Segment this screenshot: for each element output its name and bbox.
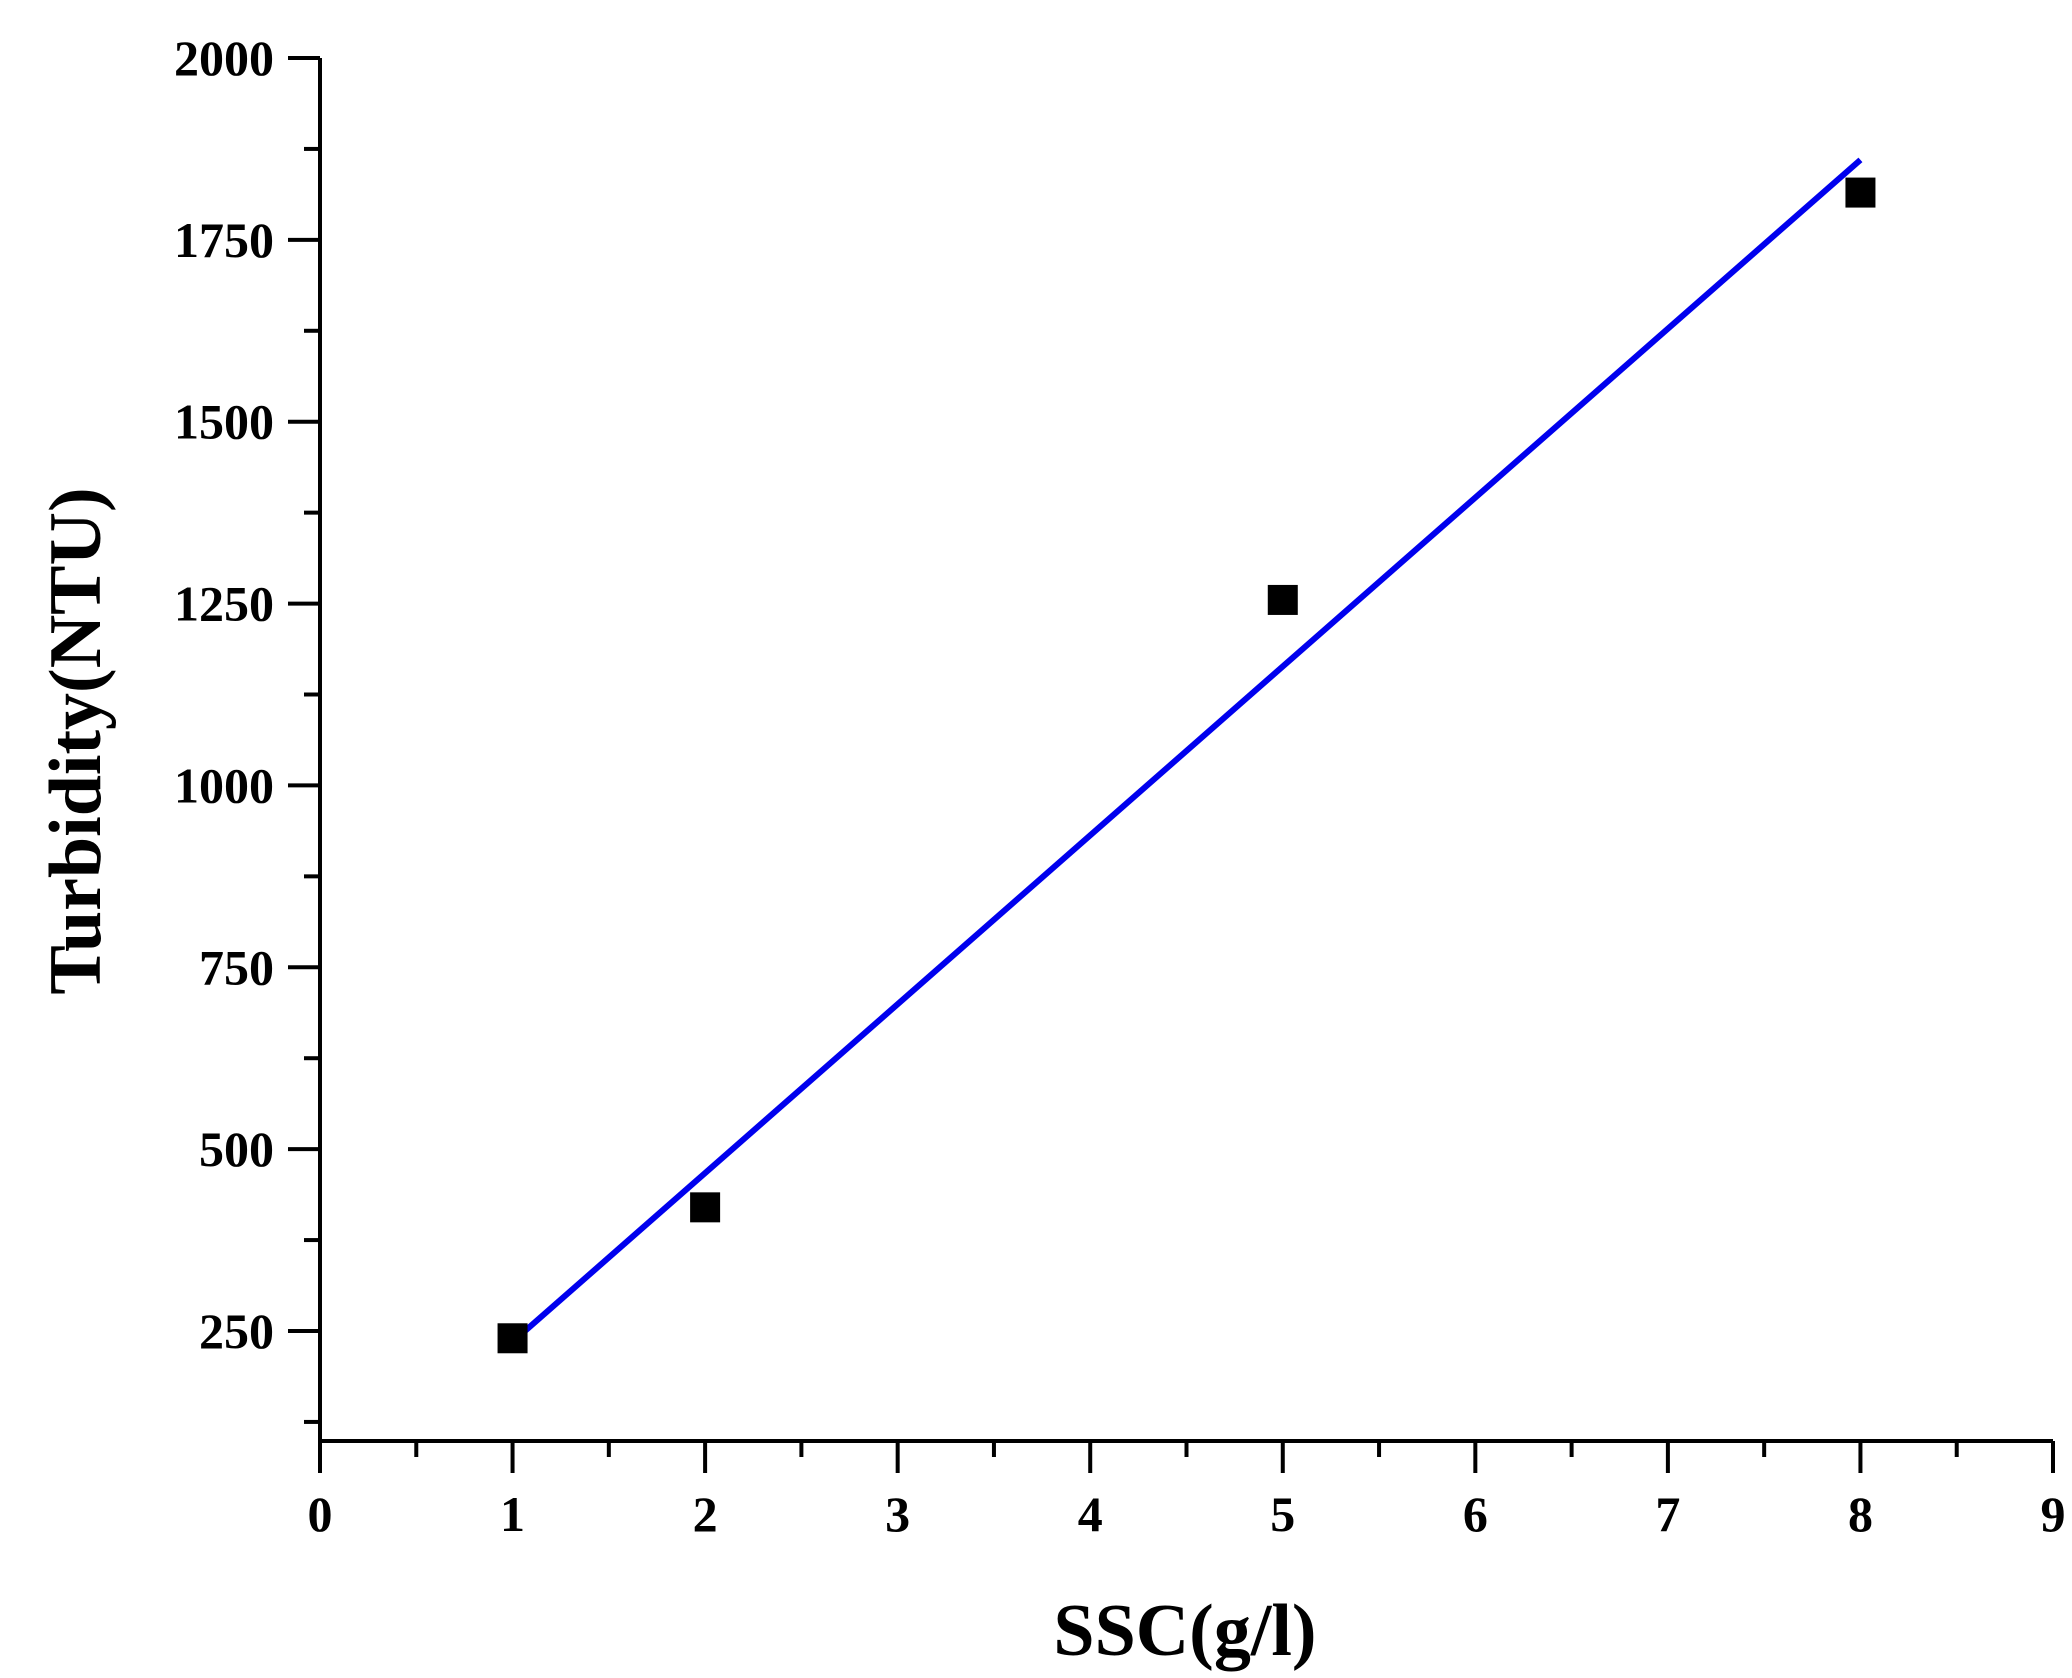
x-tick-label: 8 xyxy=(1848,1486,1873,1542)
y-tick-label: 2000 xyxy=(174,30,274,86)
x-tick-label: 9 xyxy=(2041,1486,2066,1542)
y-axis-title: Turbidity(NTU) xyxy=(35,487,117,994)
data-point xyxy=(690,1192,721,1223)
fit-line xyxy=(510,157,1863,1345)
x-tick-label: 7 xyxy=(1655,1486,1680,1542)
x-tick-label: 6 xyxy=(1463,1486,1488,1542)
plot-area xyxy=(497,157,1876,1354)
y-axis-ticks: 250 500 750 1000 1250 1500 1750 2000 xyxy=(174,30,320,1424)
y-tick-label: 250 xyxy=(199,1303,274,1359)
data-point xyxy=(1267,584,1298,615)
x-axis-ticks: 0 1 2 3 4 5 6 7 8 9 xyxy=(308,1441,2066,1542)
x-tick-label: 4 xyxy=(1078,1486,1103,1542)
data-point xyxy=(497,1323,528,1354)
x-tick-label: 3 xyxy=(885,1486,910,1542)
x-axis-title: SSC(g/l) xyxy=(1053,1590,1316,1672)
x-tick-label: 5 xyxy=(1270,1486,1295,1542)
y-tick-label: 500 xyxy=(199,1121,274,1177)
y-tick-label: 1000 xyxy=(174,757,274,813)
y-tick-label: 750 xyxy=(199,939,274,995)
x-tick-label: 0 xyxy=(308,1486,333,1542)
x-tick-label: 1 xyxy=(500,1486,525,1542)
data-point xyxy=(1845,177,1876,208)
y-tick-label: 1750 xyxy=(174,212,274,268)
x-tick-label: 2 xyxy=(693,1486,718,1542)
y-tick-label: 1250 xyxy=(174,576,274,632)
y-tick-label: 1500 xyxy=(174,394,274,450)
